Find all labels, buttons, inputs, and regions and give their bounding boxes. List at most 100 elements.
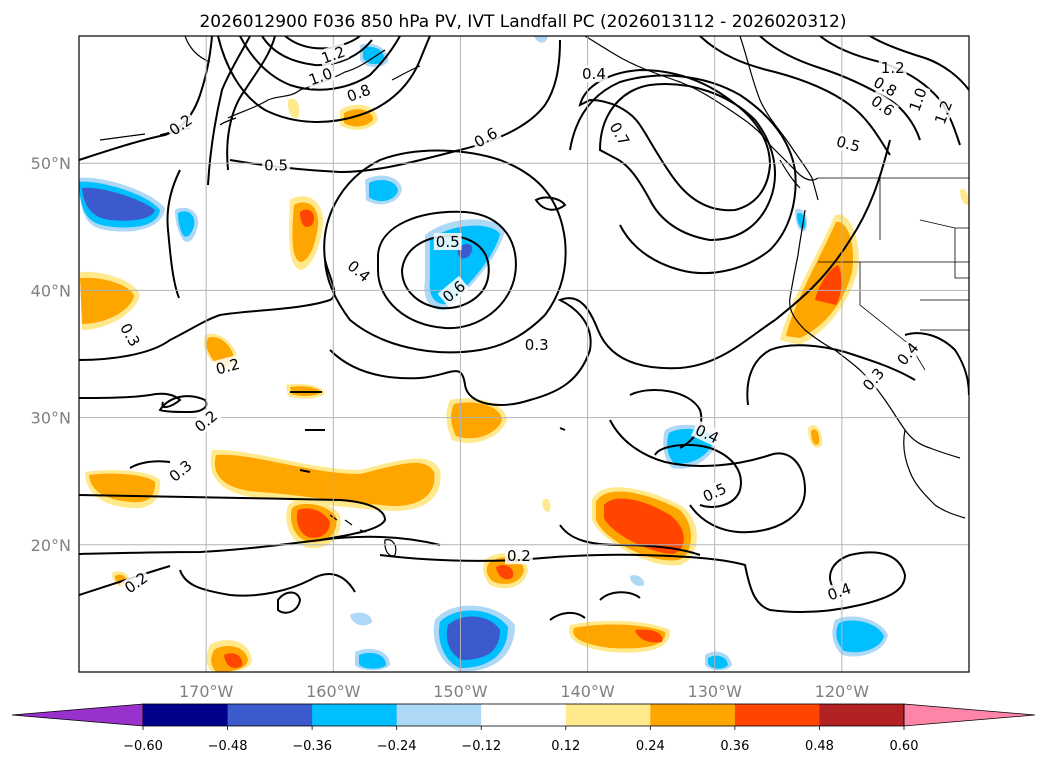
colorbar-segment: [312, 704, 398, 726]
lon-tick-label: 140°W: [560, 682, 615, 701]
contour-label-text: 0.5: [834, 132, 862, 156]
contour-label-bg: [437, 275, 470, 307]
colorbar-segment: [819, 704, 905, 726]
colorbar-segment: [565, 704, 651, 726]
contour-label-bg: [869, 72, 902, 101]
contour-label-bg: [866, 90, 900, 121]
contour-label: 0.4: [579, 65, 608, 83]
colorbar-tick-label: 0.12: [551, 739, 580, 754]
colorbar-frame: [142, 703, 905, 727]
contour-label-bg: [115, 318, 145, 351]
contour-label-bg: [342, 255, 376, 287]
contour-label: 0.5: [832, 131, 864, 156]
contour-label: 0.2: [211, 354, 244, 379]
contour-0.4-north: [207, 36, 251, 186]
colorbar-tick-label: −0.48: [208, 739, 248, 754]
contour-label-bg: [904, 83, 931, 116]
contour-label: 0.5: [262, 156, 291, 175]
lat-tick-label: 20°N: [31, 536, 71, 555]
gridlines: [79, 36, 969, 672]
contour-label-bg: [698, 478, 731, 506]
canada-coast: [739, 36, 819, 201]
contour-label-bg: [832, 131, 864, 156]
contour-label-bg: [878, 58, 907, 76]
contour-label-bg: [304, 63, 337, 89]
contour-east-0.4-0.5: [559, 389, 807, 556]
contour-label: 0.2: [504, 547, 533, 565]
contour-label-bg: [930, 96, 956, 129]
colorbar: −0.60 −0.48 −0.36 −0.24 −0.12 0.12 0.24 0.36 0.4…: [11, 703, 1036, 754]
contour-label-text: 0.4: [582, 65, 606, 83]
lat-tick-label: 30°N: [31, 409, 71, 428]
contour-label-text: 0.3: [525, 336, 549, 354]
contour-label-bg: [164, 109, 197, 140]
contour-label: 1.2: [878, 58, 907, 77]
contour-label-bg: [469, 123, 502, 152]
lon-tick-label: 150°W: [433, 682, 488, 701]
contour-label: 0.4: [892, 337, 924, 370]
contour-label-text: 1.2: [881, 59, 905, 77]
contour-subtropical-0.3: [79, 392, 441, 597]
colorbar-segment: [143, 704, 229, 726]
contour-label-bg: [522, 336, 551, 354]
lon-tick-label: 120°W: [815, 682, 870, 701]
contour-label-text: 0.5: [264, 157, 288, 175]
contour-label-bg: [211, 354, 244, 379]
colorbar-tick-label: 0.48: [805, 739, 834, 754]
colorbar-segment: [650, 704, 736, 726]
lat-tick-label: 50°N: [31, 154, 71, 173]
colorbar-tick-label: 0.36: [720, 739, 749, 754]
contour-bottom-rings: [549, 591, 641, 621]
contour-label-bg: [189, 405, 222, 437]
contour-label: 0.3: [522, 336, 551, 354]
positive-anomaly-central-pacific: [80, 98, 969, 672]
contour-label-bg: [504, 547, 533, 565]
map-frame: [78, 35, 970, 673]
contour-label-bg: [262, 156, 291, 174]
latitude-labels: 20°N 30°N 40°N 50°N: [31, 154, 71, 555]
contour-east-0.3: [746, 332, 969, 406]
us-borders: [818, 177, 969, 371]
contour-label: 0.5: [433, 233, 462, 251]
contour-0.5-north: [229, 39, 561, 174]
contour-label-bg: [892, 337, 924, 370]
contour-label-bg: [317, 41, 350, 68]
colorbar-tick-label: −0.60: [123, 739, 163, 754]
contour-label-bg: [605, 117, 635, 151]
colorbar-tick-label: −0.24: [377, 739, 417, 754]
contour-gulf-of-alaska: [569, 68, 797, 274]
map-panel: 1.20.80.6 1.0 1.20.50.40.6 0.70.50.21.21.00…: [78, 35, 970, 673]
contour-label-text: 0.2: [214, 355, 242, 379]
us-west-coast: [789, 209, 966, 519]
longitude-labels: 170°W 160°W 150°W 140°W 130°W 120°W: [179, 682, 869, 701]
lon-tick-label: 130°W: [688, 682, 743, 701]
colorbar-tick-label: 0.60: [890, 739, 919, 754]
contour-0.6-closed-low: [400, 234, 490, 310]
contour-0.5-closed-low: [377, 210, 517, 330]
lat-tick-label: 40°N: [31, 281, 71, 300]
lon-tick-label: 160°W: [306, 682, 361, 701]
contour-label-text: 0.2: [507, 547, 531, 565]
contour-label-text: 0.5: [436, 233, 460, 251]
colorbar-extend-low: [11, 703, 144, 727]
contour-northeast-high: [699, 36, 969, 156]
colorbar-tick-label: −0.12: [461, 739, 501, 754]
contour-label-bg: [579, 65, 608, 83]
contour-label-bg: [823, 578, 856, 605]
contour-label-bg: [342, 80, 375, 106]
pv-contours: [79, 36, 969, 621]
colorbar-tick-label: 0.24: [636, 739, 665, 754]
contour-label-bg: [433, 233, 462, 251]
contour-label-bg: [857, 362, 889, 396]
contour-label-bg: [119, 567, 153, 598]
colorbar-tick-label: −0.36: [292, 739, 332, 754]
colorbar-segment: [734, 704, 820, 726]
contour-label-bg: [164, 455, 197, 487]
colorbar-segment: [481, 704, 567, 726]
contour-0.4-outer: [323, 149, 567, 354]
contour-label-bg: [691, 420, 724, 448]
colorbar-extend-high: [903, 703, 1036, 727]
map-title: 2026012900 F036 850 hPa PV, IVT Landfall…: [199, 12, 846, 32]
contour-small-rings: [158, 196, 567, 614]
